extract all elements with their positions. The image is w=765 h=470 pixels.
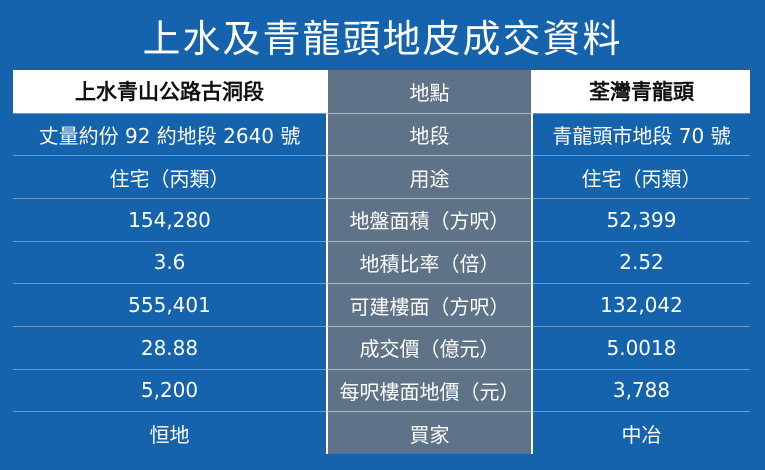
cell-label: 地點 — [326, 70, 533, 113]
cell-left: 5,200 — [13, 368, 326, 412]
cell-right: 52,399 — [533, 197, 750, 241]
cell-right: 荃灣青龍頭 — [533, 70, 750, 113]
cell-left: 住宅（丙類） — [13, 155, 326, 198]
page-title: 上水及青龍頭地皮成交資料 — [142, 17, 623, 61]
cell-right: 青龍頭市地段 70 號 — [533, 112, 750, 156]
cell-label: 用途 — [326, 155, 533, 198]
cell-right: 3,788 — [533, 368, 750, 412]
cell-right: 住宅（丙類） — [533, 155, 750, 198]
cell-right: 5.0018 — [533, 325, 750, 369]
cell-label: 買家 — [326, 411, 533, 454]
cell-left: 3.6 — [13, 240, 326, 284]
cell-right: 132,042 — [533, 283, 750, 326]
cell-left: 28.88 — [13, 325, 326, 369]
cell-label: 地盤面積（方呎） — [326, 197, 533, 241]
cell-label: 可建樓面（方呎） — [326, 283, 533, 326]
cell-left: 上水青山公路古洞段 — [13, 70, 326, 113]
cell-left: 恒地 — [13, 411, 326, 454]
cell-label: 地段 — [326, 112, 533, 156]
cell-label: 成交價（億元） — [326, 325, 533, 369]
cell-label: 地積比率（倍） — [326, 240, 533, 284]
cell-left: 丈量約份 92 約地段 2640 號 — [13, 112, 326, 156]
cell-left: 555,401 — [13, 283, 326, 326]
cell-left: 154,280 — [13, 197, 326, 241]
land-transaction-table: 上水青山公路古洞段 地點 荃灣青龍頭 丈量約份 92 約地段 2640 號 地段… — [13, 70, 750, 454]
cell-label: 每呎樓面地價（元） — [326, 368, 533, 412]
cell-right: 中冶 — [533, 411, 750, 454]
cell-right: 2.52 — [533, 240, 750, 284]
